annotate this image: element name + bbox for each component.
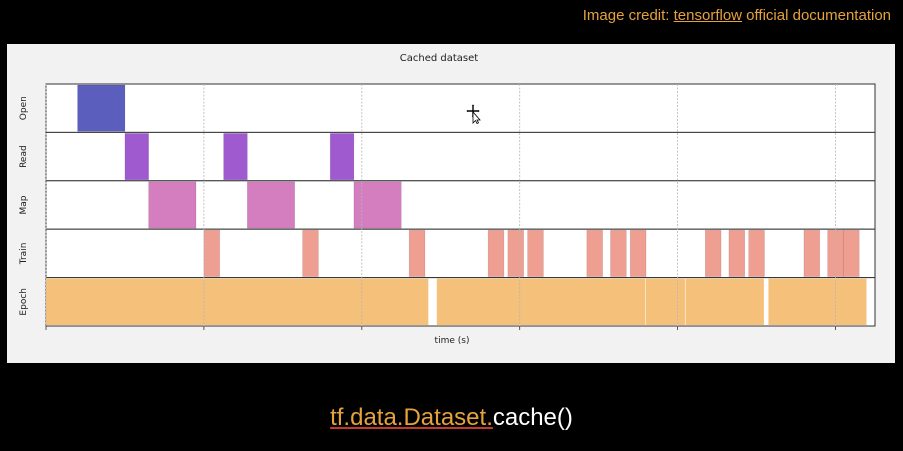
- train-bar-2: [302, 229, 319, 277]
- train-bar-13: [803, 229, 821, 277]
- train-bar-6: [527, 229, 544, 277]
- row-label-open: Open: [19, 96, 29, 120]
- epoch-bar-3: [646, 278, 685, 325]
- train-bar-11: [728, 229, 746, 277]
- map-bar-3: [353, 181, 402, 229]
- train-bar-5: [507, 229, 524, 277]
- row-label-map: Map: [19, 195, 29, 214]
- row-label-read: Read: [19, 145, 29, 168]
- ticks-layer: [45, 326, 836, 330]
- bars-layer: [46, 84, 867, 325]
- train-bar-1: [203, 229, 220, 277]
- row-panel-open: [45, 83, 876, 133]
- image-credit: Image credit: tensorflow official docume…: [583, 7, 891, 24]
- epoch-bar-4: [685, 278, 764, 325]
- move-cursor-icon: [466, 104, 481, 124]
- chart-figure: Cached dataset Open Read Map Train Epoch tim…: [7, 44, 895, 363]
- tensorflow-link[interactable]: tensorflow: [673, 7, 743, 24]
- train-bar-10: [704, 229, 722, 277]
- row-label-epoch: Epoch: [19, 288, 29, 316]
- train-bar-3: [408, 229, 426, 277]
- train-bar-9: [629, 229, 647, 277]
- caption-call: cache(): [492, 404, 573, 431]
- train-bar-15: [843, 229, 860, 277]
- timeline-chart: Cached dataset Open Read Map Train Epoch tim…: [19, 53, 876, 346]
- train-bar-4: [487, 229, 505, 277]
- open-bar-1: [77, 84, 126, 132]
- row-label-train: Train: [19, 243, 29, 266]
- epoch-bar-1: [46, 278, 429, 325]
- read-bar-1: [124, 133, 149, 181]
- train-bar-8: [610, 229, 627, 277]
- row-panel-read: [45, 131, 876, 182]
- epoch-bar-2: [436, 278, 646, 325]
- chart-title: Cached dataset: [400, 53, 479, 64]
- caption-api: tf.data.Dataset.: [330, 404, 493, 431]
- grid-layer: [45, 84, 836, 326]
- caption: tf.data.Dataset.cache(): [0, 404, 903, 432]
- map-bar-1: [148, 181, 197, 229]
- image-credit-suffix: official documentation: [742, 7, 891, 24]
- read-bar-2: [223, 133, 248, 181]
- image-credit-prefix: Image credit:: [582, 7, 674, 24]
- read-bar-3: [329, 133, 355, 181]
- train-bar-12: [748, 229, 765, 277]
- train-bar-7: [586, 229, 603, 277]
- epoch-bar-5: [768, 278, 867, 325]
- x-axis-label: time (s): [435, 336, 470, 346]
- map-bar-2: [247, 181, 295, 229]
